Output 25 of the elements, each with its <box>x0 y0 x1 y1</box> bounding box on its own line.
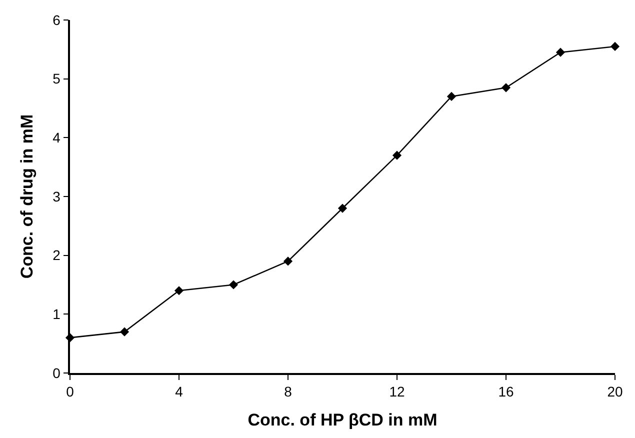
x-tick-label: 12 <box>389 384 405 400</box>
x-tick-label: 16 <box>498 384 514 400</box>
x-tick-label: 20 <box>607 384 623 400</box>
y-tick-label: 6 <box>52 12 61 28</box>
point <box>610 42 620 52</box>
y-tick-label: 0 <box>52 364 61 381</box>
point <box>338 204 348 213</box>
y-tick-label: 1 <box>52 306 61 322</box>
point <box>120 327 130 336</box>
y-tick-label: 3 <box>52 188 61 204</box>
x-tick-label: 8 <box>284 384 292 400</box>
y-tick-label: 2 <box>52 247 61 264</box>
y-axis-title: Conc. of drug in mM <box>18 114 37 279</box>
x-tick-label: 4 <box>175 384 184 400</box>
point <box>228 280 238 290</box>
point <box>556 48 566 57</box>
y-tick-label: 4 <box>52 130 61 146</box>
x-tick-label: 0 <box>66 384 74 400</box>
point <box>446 92 456 102</box>
point <box>501 83 511 92</box>
y-tick-label: 5 <box>52 70 61 87</box>
x-axis-title: Conc. of HP βCD in mM <box>248 410 438 430</box>
point <box>174 286 184 296</box>
point <box>392 150 402 160</box>
point <box>283 256 293 266</box>
